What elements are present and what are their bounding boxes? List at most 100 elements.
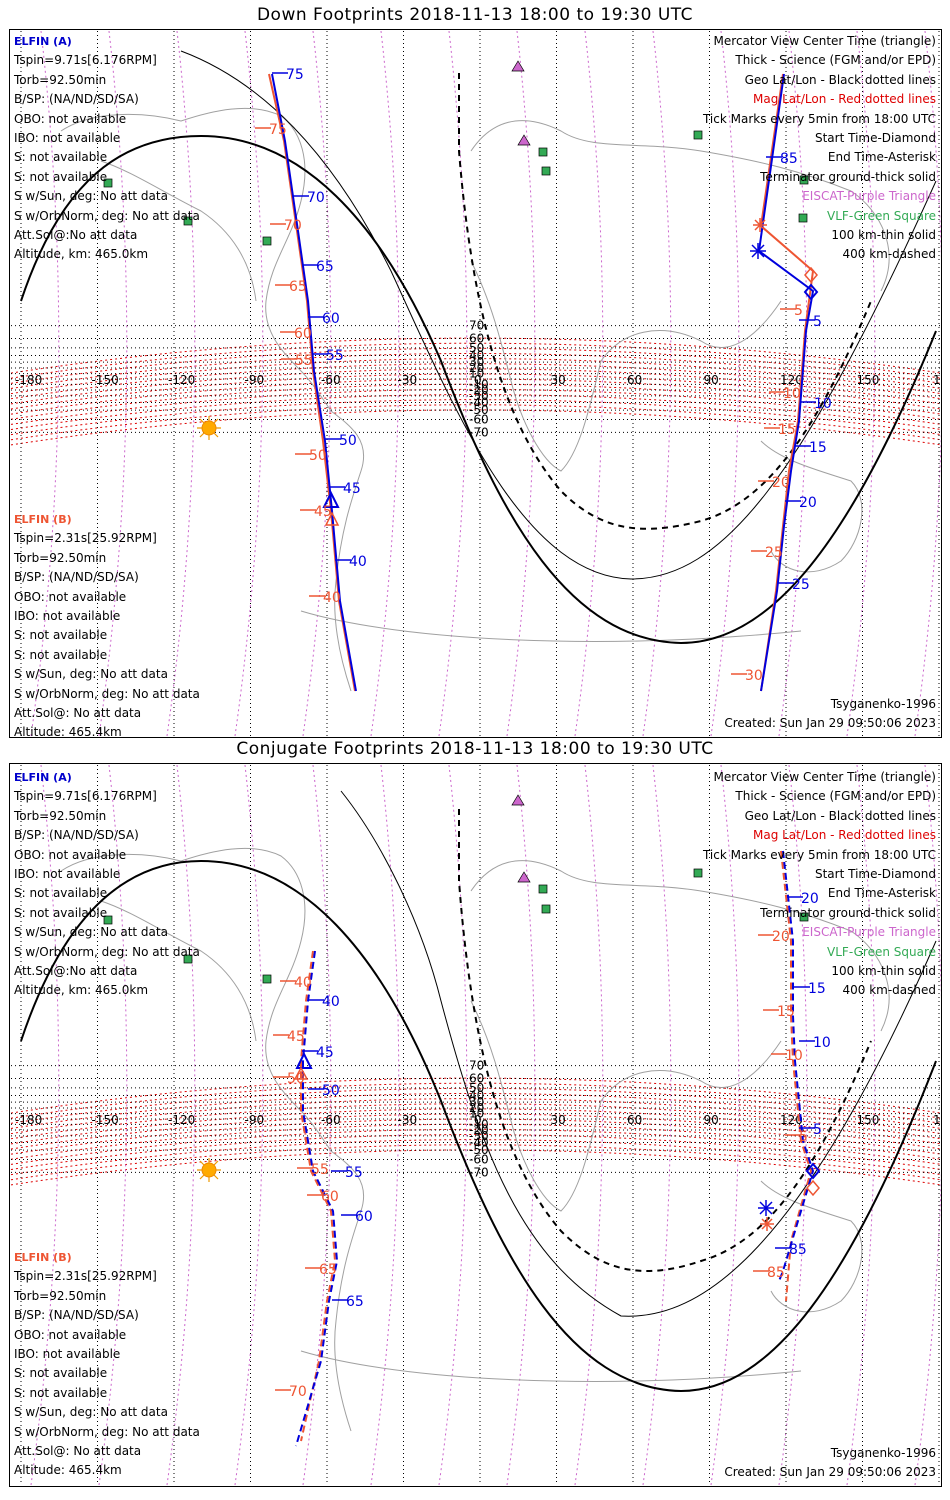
elfin-a-line: IBO: not available (14, 131, 121, 146)
mag-lon-line (234, 764, 264, 1486)
track-tick-label: 45 (314, 504, 332, 520)
track-tick-label: 15 (777, 1004, 795, 1020)
elfin-a-line: S: not available (14, 169, 108, 184)
lat-tick-label: 60 (469, 331, 484, 345)
track-tick-label: 20 (772, 475, 790, 491)
track-tick-label: 70 (307, 190, 325, 206)
view-center-triangle-b (293, 1066, 309, 1080)
mag-lat-line (10, 404, 941, 441)
track-tick-label: 70 (289, 1384, 307, 1400)
lon-tick-label: -150 (92, 1113, 119, 1127)
legend-terminator: Terminator ground-thick solid (760, 905, 936, 920)
lat-tick-label: -30 (469, 389, 489, 403)
track-tick-label: 15 (778, 422, 796, 438)
elfin-a-info: ELFIN (A) Tspin=9.71s[6.176RPM] Torb=92.… (14, 32, 200, 265)
created-label: Created: Sun Jan 29 09:50:06 2023 (724, 716, 936, 731)
mag-lon-line (846, 30, 876, 737)
lon-tick-label: -60 (321, 1113, 341, 1127)
lat-tick-label: 40 (469, 349, 484, 363)
elfin-b-line: S: not available (14, 1366, 108, 1381)
elfin-a-line: Altitude, km: 465.0km (14, 247, 149, 262)
mag-lat-line (10, 1139, 941, 1176)
mag-lon-line (574, 30, 604, 737)
mag-lon-line (302, 30, 332, 737)
track-tick-label: 40 (322, 994, 340, 1010)
elfin-a-line: Altitude, km: 465.0km (14, 983, 149, 998)
mag-lon-line (642, 764, 672, 1486)
elfin-b-line: Att.Sol@: No att data (14, 1444, 142, 1459)
map-panel-down: -180-150-120-90-60-300306090120150180706… (9, 29, 942, 738)
mag-lat-line (10, 1144, 941, 1181)
lon-tick-label: -180 (15, 1113, 42, 1127)
track-tick-label: 10 (814, 396, 832, 412)
elfin-a-line: S w/OrbNorm, deg: No att data (14, 944, 200, 959)
track-tick-label: 25 (765, 545, 783, 561)
elfin-b-line: IBO: not available (14, 609, 121, 624)
map-panel-conjugate: -180-150-120-90-60-300306090120150180706… (9, 763, 942, 1487)
elfin-a-line: B/SP: (NA/ND/SD/SA) (14, 92, 139, 107)
lon-tick-label: 180 (933, 1113, 941, 1127)
lon-tick-label: -30 (398, 373, 418, 387)
panel-title-conjugate: Conjugate Footprints 2018-11-13 18:00 to… (236, 739, 714, 759)
legend-thick: Thick - Science (FGM and/or EPD) (735, 789, 936, 804)
sun-icon (197, 1158, 221, 1182)
elfin-b-track-right (780, 850, 813, 1302)
eiscat-triangle (511, 60, 525, 72)
lat-tick-label: -20 (469, 1123, 489, 1137)
end-asterisk-b (760, 1217, 774, 1231)
view-center-triangle-b (324, 511, 340, 526)
elfin-b-line: S w/OrbNorm, deg: No att data (14, 686, 200, 701)
elfin-b-line: Altitude: 465.4km (14, 725, 122, 738)
mag-lat-line (10, 1108, 941, 1145)
lon-tick-label: 90 (704, 373, 719, 387)
elfin-b-line: Tspin=2.31s[25.92RPM] (14, 531, 157, 546)
model-label: Tsyganenko-1996 (830, 697, 936, 711)
model-label: Tsyganenko-1996 (830, 1446, 936, 1460)
legend-geo: Geo Lat/Lon - Black dotted lines (744, 808, 936, 823)
elfin-a-line: Torb=92.50min (14, 72, 107, 87)
elfin-a-line: S: not available (14, 905, 108, 920)
elfin-b-label: ELFIN (B) (14, 1251, 72, 1264)
legend-ticks: Tick Marks every 5min from 18:00 UTC (702, 847, 936, 862)
mag-lat-line (10, 342, 941, 379)
end-asterisk-a (758, 1200, 774, 1216)
elfin-a-line: OBO: not available (14, 847, 127, 862)
lat-tick-label: 10 (469, 1107, 484, 1121)
lat-tick-label: -60 (469, 413, 489, 427)
lat-tick-label: -10 (469, 377, 489, 391)
legend-view: Mercator View Center Time (triangle) (713, 770, 936, 784)
lat-tick-label: 50 (469, 1081, 484, 1095)
terminator-400km (458, 73, 872, 530)
mag-lon-line (166, 764, 196, 1486)
eiscat-triangle (517, 134, 531, 146)
track-tick-label: 70 (284, 218, 302, 234)
lat-tick-label: 30 (469, 355, 484, 369)
mag-lat-line (10, 399, 941, 436)
track-tick-label: 85 (767, 1265, 785, 1281)
lat-tick-label: 20 (469, 361, 484, 375)
lat-tick-label: -70 (469, 425, 489, 439)
legend-100km: 100 km-thin solid (831, 964, 936, 979)
track-tick-label: 60 (294, 326, 312, 342)
lon-tick-label: 0 (474, 1113, 482, 1127)
mag-lon-line (370, 764, 400, 1486)
elfin-a-line: Torb=92.50min (14, 808, 107, 823)
mag-lat-line (10, 1082, 941, 1119)
legend-mag: Mag Lat/Lon - Red dotted lines (752, 92, 936, 107)
lat-tick-label: 20 (469, 1101, 484, 1115)
mag-lon-line (30, 30, 60, 737)
track-tick-label: 65 (319, 1262, 337, 1278)
elfin-b-line: B/SP: (NA/ND/SD/SA) (14, 1308, 139, 1323)
mag-lat-line (10, 378, 941, 415)
track-tick-label: 55 (295, 353, 313, 369)
elfin-a-line: S w/Sun, deg: No att data (14, 189, 168, 204)
track-tick-label: 20 (799, 495, 817, 511)
mag-lon-line (710, 764, 740, 1486)
lat-tick-label: -20 (469, 383, 489, 397)
elfin-a-line: IBO: not available (14, 867, 121, 882)
track-tick-label: 10 (785, 1048, 803, 1064)
lon-tick-label: 150 (857, 1113, 880, 1127)
mag-lon-line (846, 764, 876, 1486)
track-tick-label: 50 (309, 448, 327, 464)
track-tick-label: 55 (326, 348, 344, 364)
